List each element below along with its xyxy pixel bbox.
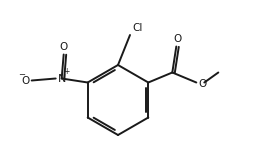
Text: O: O bbox=[198, 79, 207, 89]
Text: O: O bbox=[21, 75, 30, 85]
Text: +: + bbox=[63, 67, 70, 76]
Text: O: O bbox=[173, 34, 181, 43]
Text: N: N bbox=[58, 73, 66, 83]
Text: Cl: Cl bbox=[132, 23, 142, 33]
Text: O: O bbox=[60, 41, 68, 51]
Text: −: − bbox=[18, 70, 25, 79]
